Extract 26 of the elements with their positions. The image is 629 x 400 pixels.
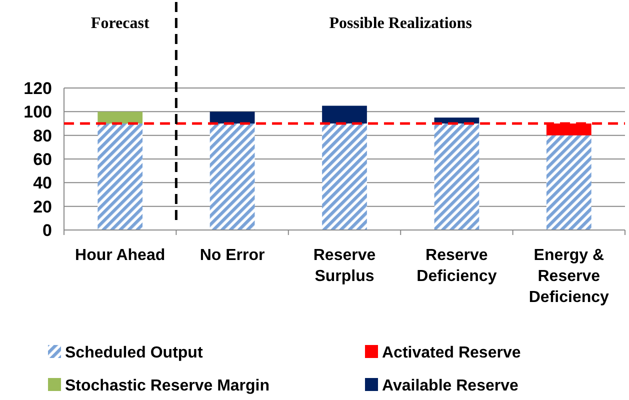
legend-label: Stochastic Reserve Margin — [65, 378, 270, 395]
bar — [322, 124, 367, 230]
y-tick-label: 20 — [33, 197, 52, 216]
legend-label: Scheduled Output — [65, 344, 204, 362]
legend-label: Activated Reserve — [382, 344, 521, 362]
bar — [210, 112, 255, 124]
bar — [98, 124, 143, 230]
x-tick-label: No Error — [200, 247, 265, 264]
y-tick-label: 40 — [33, 174, 52, 193]
bar — [98, 112, 143, 124]
x-tick-label: Reserve Surplus — [313, 247, 376, 285]
y-tick-label: 0 — [42, 220, 52, 240]
text: Possible Realizations — [329, 15, 472, 32]
x-tick-label: Reserve Deficiency — [416, 247, 497, 285]
y-tick-label: 80 — [33, 126, 52, 146]
text: Forecast — [90, 15, 150, 32]
bar — [210, 124, 255, 230]
x-tick-label: Hour Ahead — [75, 247, 166, 264]
bar — [546, 135, 592, 230]
y-tick-label: 60 — [33, 150, 52, 169]
bar — [322, 106, 367, 124]
bar — [434, 124, 480, 230]
y-tick-label: 120 — [24, 78, 52, 98]
legend-label: Available Reserve — [382, 378, 518, 395]
x-tick-label: Energy & Reserve Deficiency — [528, 247, 610, 306]
y-tick-label: 100 — [24, 102, 52, 122]
